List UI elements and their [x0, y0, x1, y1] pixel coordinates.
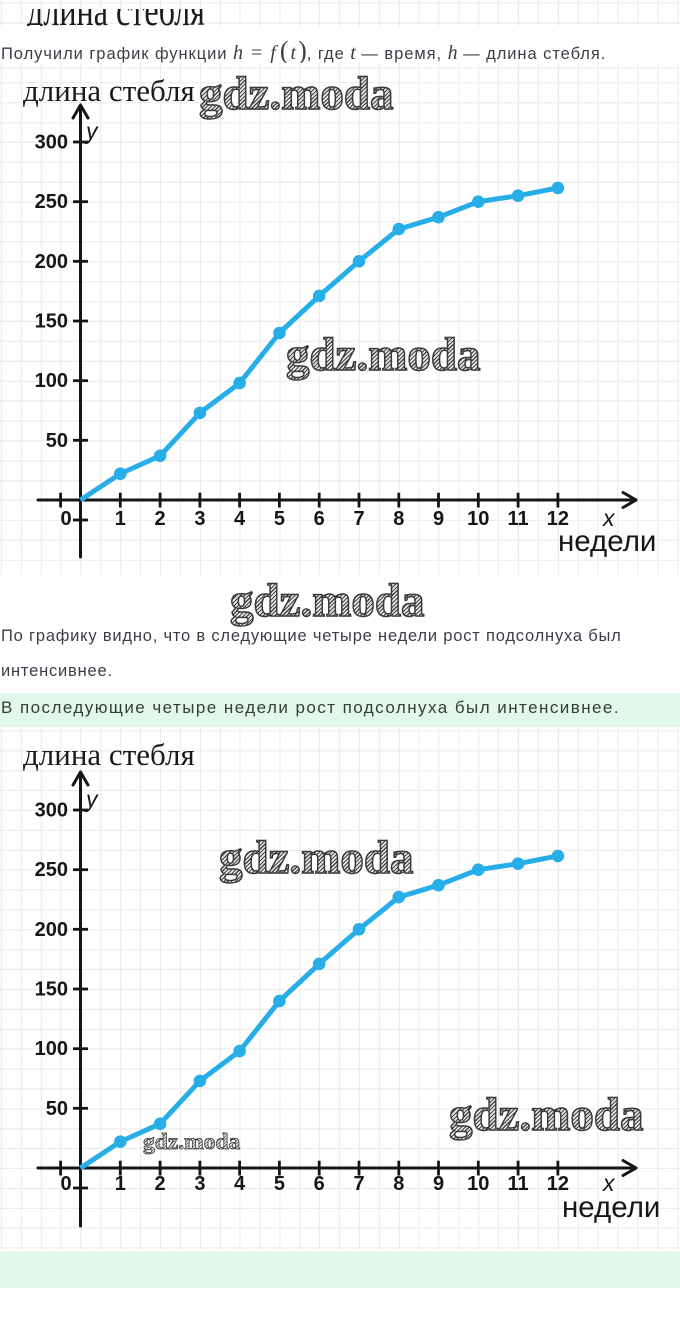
svg-text:y: y [84, 118, 99, 144]
svg-text:8: 8 [393, 1173, 404, 1195]
svg-text:12: 12 [547, 508, 569, 530]
svg-text:10: 10 [467, 1173, 489, 1195]
svg-text:1: 1 [115, 1173, 126, 1195]
svg-text:3: 3 [194, 1173, 205, 1195]
svg-text:y: y [84, 786, 99, 812]
svg-text:200: 200 [35, 919, 68, 941]
svg-text:250: 250 [35, 191, 68, 213]
svg-text:4: 4 [234, 508, 246, 530]
svg-text:50: 50 [46, 1098, 68, 1120]
svg-text:5: 5 [274, 1173, 285, 1195]
svg-text:x: x [602, 1170, 616, 1196]
svg-text:8: 8 [393, 508, 404, 530]
svg-text:7: 7 [353, 508, 364, 530]
svg-text:5: 5 [274, 508, 285, 530]
svg-text:0: 0 [60, 1173, 71, 1195]
svg-text:11: 11 [508, 1173, 529, 1195]
svg-text:2: 2 [155, 1173, 166, 1195]
svg-text:9: 9 [433, 1173, 444, 1195]
svg-text:50: 50 [46, 430, 68, 452]
svg-text:150: 150 [35, 979, 68, 1001]
svg-text:12: 12 [547, 1173, 569, 1195]
svg-text:недели: недели [558, 525, 656, 558]
svg-text:6: 6 [314, 508, 325, 530]
svg-text:10: 10 [467, 508, 489, 530]
svg-text:9: 9 [433, 508, 444, 530]
svg-text:x: x [602, 505, 616, 531]
svg-text:300: 300 [35, 132, 68, 154]
svg-text:100: 100 [35, 1038, 68, 1060]
svg-text:250: 250 [35, 859, 68, 881]
svg-text:7: 7 [353, 1173, 364, 1195]
svg-text:3: 3 [194, 508, 205, 530]
svg-text:2: 2 [155, 508, 166, 530]
svg-text:200: 200 [35, 251, 68, 273]
svg-text:150: 150 [35, 311, 68, 333]
svg-text:11: 11 [508, 508, 529, 530]
svg-text:недели: недели [562, 1191, 660, 1224]
svg-text:100: 100 [35, 370, 68, 392]
svg-text:1: 1 [115, 508, 126, 530]
svg-text:300: 300 [35, 800, 68, 822]
svg-text:4: 4 [234, 1173, 246, 1195]
svg-text:6: 6 [314, 1173, 325, 1195]
svg-text:0: 0 [60, 508, 71, 530]
